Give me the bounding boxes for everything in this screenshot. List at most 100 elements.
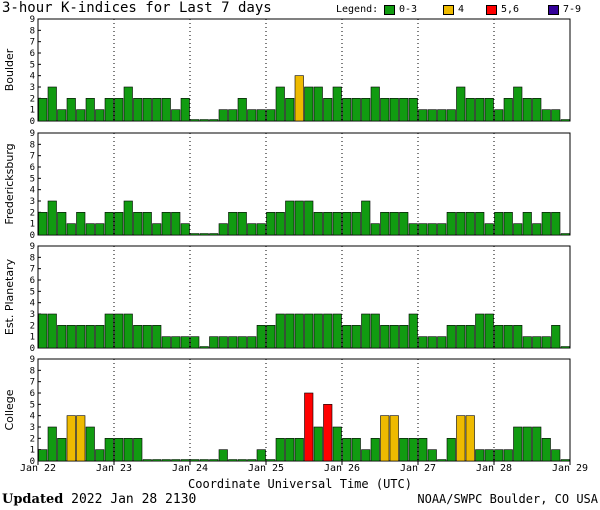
x-tick-label: Jan 24 [172,463,208,474]
kp-bar [494,325,504,349]
y-tick-label: 5 [30,287,35,297]
y-tick-label: 1 [30,220,35,230]
kp-bar [323,98,333,122]
kp-bar [38,449,48,462]
y-tick-label: 3 [30,197,35,207]
kp-bar [484,449,494,462]
kp-bar [532,426,542,462]
y-tick-label: 9 [30,15,35,25]
kp-bar [294,313,304,349]
kp-bar [304,313,314,349]
chart-title: 3-hour K-indices for Last 7 days [2,0,272,16]
y-tick-label: 3 [30,83,35,93]
kp-bar [370,438,380,462]
kp-bar [380,415,390,462]
y-tick-label: 5 [30,400,35,410]
y-tick-label: 4 [30,72,35,82]
kp-bar [560,346,570,349]
kp-bar [123,86,133,122]
kp-bar [209,233,219,236]
y-tick-label: 4 [30,186,35,196]
kp-bar [123,438,133,462]
kp-bar [180,98,190,122]
kp-bar [408,438,418,462]
kp-bar [76,109,86,122]
kp-bar [47,86,57,122]
kp-bar [66,223,76,236]
kp-bar [266,459,276,462]
kp-bar [304,392,314,462]
kp-bar [323,404,333,462]
kp-bar [190,233,200,236]
kp-bar [95,109,105,122]
kp-bar [180,223,190,236]
kp-bar [370,313,380,349]
kp-bar [190,119,200,122]
kp-bar [76,415,86,462]
kp-bar [475,98,485,122]
kp-bar [513,325,523,349]
y-tick-label: 8 [30,140,35,150]
kp-bar [313,313,323,349]
kp-bar [475,313,485,349]
y-tick-label: 4 [30,412,35,422]
kp-bar [541,438,551,462]
kp-bar [256,109,266,122]
y-tick-label: 6 [30,163,35,173]
kp-bar [541,109,551,122]
kp-bar [152,98,162,122]
kp-bar [437,336,447,349]
kp-bar [180,336,190,349]
kp-bar [66,325,76,349]
kp-bar [427,336,437,349]
kp-bar [551,212,561,236]
kp-bar [285,200,295,236]
kp-bar [161,98,171,122]
kp-bar [370,86,380,122]
kp-bar [294,75,304,122]
kp-bar [351,98,361,122]
kp-bar [228,212,238,236]
x-tick-label: Jan 29 [552,463,588,474]
kp-bar [199,119,209,122]
kp-bar [104,438,114,462]
kp-bar [551,109,561,122]
kp-bar [142,98,152,122]
updated-stamp: Updated 2022 Jan 28 2130 [2,492,196,507]
kp-bar [171,109,181,122]
kp-bar [152,459,162,462]
kp-bar [332,313,342,349]
kp-bar [313,86,323,122]
kp-bar [399,212,409,236]
kp-bar [237,212,247,236]
kp-bar [522,98,532,122]
y-tick-label: 9 [30,129,35,139]
kp-bar [161,459,171,462]
y-tick-label: 8 [30,253,35,263]
kp-bar [285,438,295,462]
kp-bar [427,223,437,236]
kp-bar [494,109,504,122]
kp-bar [304,200,314,236]
kp-bar [228,336,238,349]
kp-bar [456,212,466,236]
kp-bar [427,109,437,122]
legend-text-7-9: 7-9 [563,4,582,15]
y-tick-label: 3 [30,310,35,320]
kp-bar [399,325,409,349]
kp-bar [503,98,513,122]
kp-bar [123,313,133,349]
x-axis-label: Coordinate Universal Time (UTC) [188,477,412,491]
kp-bar [247,223,257,236]
kp-bar [408,313,418,349]
kp-bar [342,98,352,122]
legend-text-0-3: 0-3 [399,4,418,15]
kp-bar [446,325,456,349]
y-tick-label: 4 [30,299,35,309]
kp-bar [532,223,542,236]
kp-bar [446,438,456,462]
kp-bar [114,212,124,236]
kp-bar [133,325,143,349]
kp-bar [389,325,399,349]
